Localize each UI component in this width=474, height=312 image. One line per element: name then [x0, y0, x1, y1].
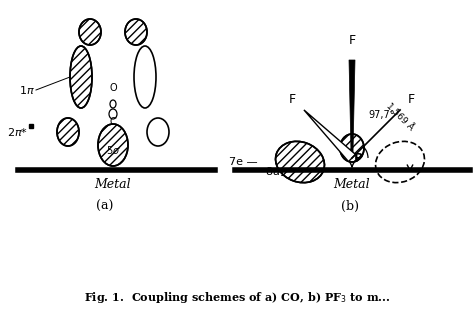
Text: P: P	[354, 152, 363, 164]
Polygon shape	[349, 60, 355, 153]
Ellipse shape	[125, 19, 147, 45]
Ellipse shape	[340, 134, 364, 162]
Text: C: C	[109, 117, 117, 127]
Ellipse shape	[275, 141, 325, 183]
Text: 1,569 Å: 1,569 Å	[384, 100, 416, 132]
Ellipse shape	[98, 124, 128, 166]
Text: F: F	[348, 34, 356, 47]
Text: (b): (b)	[341, 200, 359, 213]
Text: Metal: Metal	[334, 178, 370, 191]
Ellipse shape	[70, 46, 92, 108]
Ellipse shape	[79, 19, 101, 45]
Text: (a): (a)	[96, 200, 114, 213]
Text: Metal: Metal	[95, 178, 131, 191]
Text: 97,7°: 97,7°	[368, 110, 394, 120]
Ellipse shape	[134, 46, 156, 108]
Text: F: F	[289, 93, 296, 106]
Text: 2$\pi$*: 2$\pi$*	[7, 126, 28, 138]
Ellipse shape	[109, 109, 117, 119]
Ellipse shape	[57, 118, 79, 146]
Polygon shape	[304, 110, 356, 162]
Text: 1$\pi$: 1$\pi$	[19, 84, 35, 96]
Ellipse shape	[110, 100, 116, 108]
Text: 5$\sigma$: 5$\sigma$	[106, 144, 120, 156]
Text: 8a$_1$: 8a$_1$	[265, 165, 285, 179]
Text: O: O	[109, 83, 117, 93]
Text: F: F	[408, 93, 415, 106]
Ellipse shape	[375, 141, 425, 183]
Text: 7e —: 7e —	[229, 157, 258, 167]
Ellipse shape	[147, 118, 169, 146]
Text: Fig. 1.  Coupling schemes of a) CO, b) PF$_3$ to m...: Fig. 1. Coupling schemes of a) CO, b) PF…	[84, 290, 390, 305]
